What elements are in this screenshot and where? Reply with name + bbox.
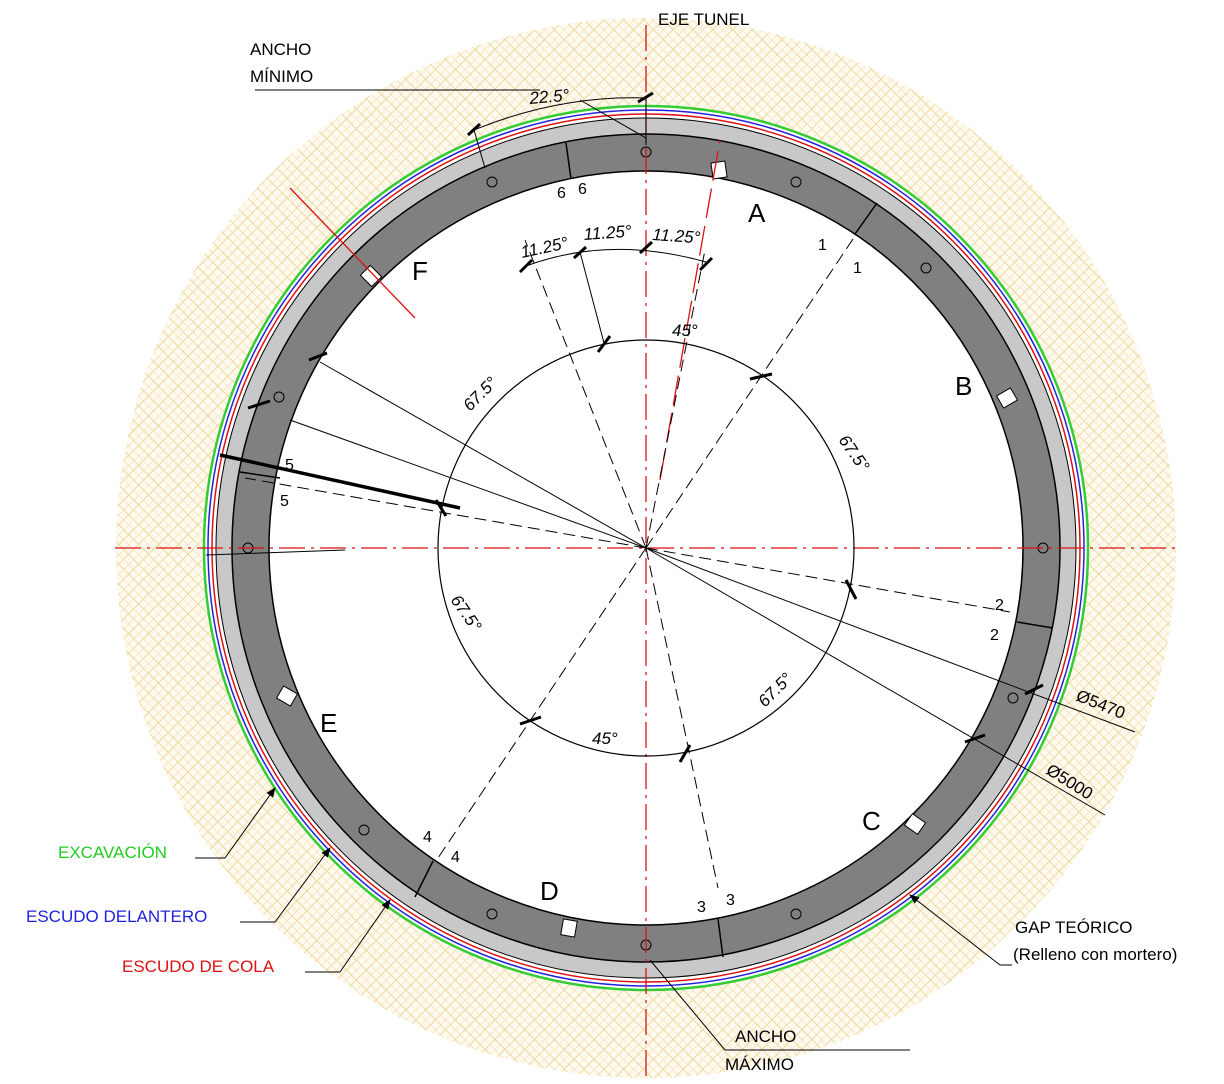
joint-5-a: 5 (285, 457, 294, 474)
joint-2-b: 2 (990, 627, 999, 644)
joint-1-b: 1 (853, 260, 862, 277)
angle-top-45: 45° (672, 321, 698, 340)
joint-3-b: 3 (726, 892, 735, 909)
ancho-minimo-label-line2: MÍNIMO (250, 67, 313, 86)
joint-3-a: 3 (697, 899, 706, 916)
escudo-delantero-label: ESCUDO DELANTERO (26, 907, 207, 926)
joint-2-a: 2 (995, 597, 1004, 614)
joint-5-b: 5 (280, 493, 289, 510)
red-markers (289, 139, 721, 481)
gap-teorico-label-line1: GAP TEÓRICO (1015, 918, 1132, 937)
ancho-maximo-label-line2: MÁXIMO (725, 1055, 794, 1074)
leader-lines (195, 89, 1012, 1051)
ancho-maximo-label-line1: ANCHO (735, 1027, 796, 1046)
segment-label-b: B (955, 371, 972, 401)
reference-circle (437, 339, 855, 757)
segment-joints (239, 142, 1054, 958)
connector-pockets (275, 160, 1019, 938)
angle-bottom-45: 45° (592, 729, 618, 748)
gap-teorico-label-line2: (Relleno con mortero) (1013, 945, 1177, 964)
segment-label-f: F (412, 256, 428, 286)
joint-4-b: 4 (451, 849, 460, 866)
bold-reference-line (219, 453, 461, 510)
joint-6-a: 6 (557, 185, 566, 202)
joint-4-a: 4 (423, 829, 432, 846)
joint-1-a: 1 (818, 237, 827, 254)
angle-small-3: 11.25° (652, 225, 701, 247)
ancho-minimo-label-line1: ANCHO (250, 40, 311, 59)
excavacion-label: EXCAVACIÓN (58, 843, 167, 862)
eje-tunel-label: EJE TUNEL (658, 10, 749, 29)
radial-lines (205, 251, 1136, 816)
dimension-arcs (473, 97, 707, 267)
escudo-de-cola-label: ESCUDO DE COLA (122, 957, 275, 976)
segment-label-c: C (862, 806, 881, 836)
joint-6-b: 6 (578, 181, 587, 198)
segment-label-e: E (320, 708, 337, 738)
angle-small-2: 11.25° (583, 222, 632, 244)
segment-label-d: D (540, 876, 559, 906)
angle-key-top: 22.5° (528, 86, 571, 109)
segment-label-a: A (748, 198, 766, 228)
bolt-holes (242, 146, 1049, 951)
center-axes (115, 25, 1180, 1079)
